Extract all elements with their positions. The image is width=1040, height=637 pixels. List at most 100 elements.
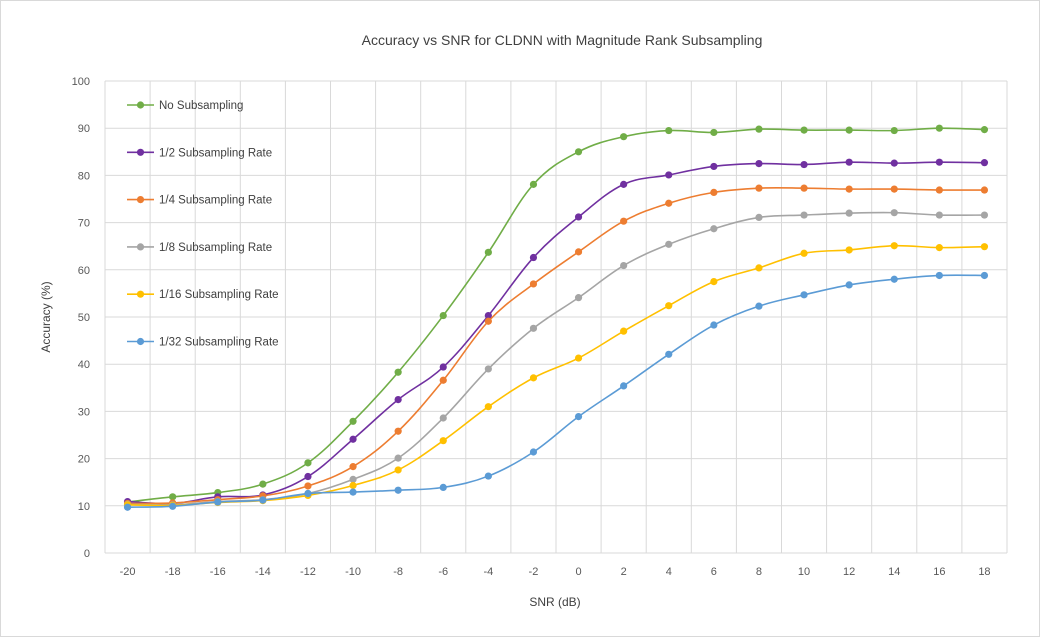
x-tick-label: -8	[393, 566, 403, 578]
data-point	[890, 126, 898, 135]
data-point	[394, 466, 402, 474]
data-point	[980, 243, 989, 251]
legend-item: 1/8 Subsampling Rate	[127, 242, 272, 254]
series-line	[127, 274, 985, 509]
series-line	[127, 127, 985, 503]
x-tick-label: 12	[843, 566, 855, 578]
data-point	[665, 126, 673, 135]
x-tick-label: 6	[711, 566, 717, 578]
data-point	[349, 435, 357, 443]
data-point	[890, 275, 898, 283]
data-point	[574, 213, 583, 221]
data-point	[935, 158, 943, 166]
data-point	[665, 171, 673, 179]
y-tick-label: 100	[72, 76, 90, 88]
data-point	[980, 126, 989, 134]
x-tick-label: 10	[798, 566, 810, 578]
y-tick-label: 70	[78, 218, 90, 230]
data-point	[620, 261, 628, 270]
data-point	[755, 184, 763, 192]
data-point	[349, 417, 357, 425]
data-point	[484, 317, 492, 325]
y-axis-tick-labels: 0 10 20 30 40 50 60 70 80 90 100	[72, 76, 90, 560]
data-point	[755, 213, 763, 222]
data-point	[845, 126, 853, 134]
data-point	[665, 302, 673, 310]
data-point	[710, 278, 718, 286]
y-tick-label: 30	[78, 406, 90, 418]
x-tick-label: -18	[165, 566, 181, 578]
legend-item: No Subsampling	[127, 100, 243, 112]
data-point	[349, 463, 357, 471]
data-point	[529, 253, 538, 262]
data-point	[620, 133, 628, 141]
y-tick-label: 60	[78, 265, 90, 277]
data-point	[123, 503, 132, 511]
data-point	[980, 271, 989, 280]
x-tick-label: -4	[483, 566, 493, 578]
x-tick-label: 4	[666, 566, 672, 578]
data-point	[935, 186, 943, 194]
y-tick-label: 80	[78, 170, 90, 182]
data-point	[620, 327, 628, 335]
data-point	[755, 264, 763, 272]
legend-label: 1/8 Subsampling Rate	[159, 242, 272, 254]
data-point	[169, 493, 177, 501]
gridlines	[104, 80, 1008, 554]
data-point	[439, 437, 447, 445]
data-point	[665, 240, 673, 248]
legend: No Subsampling 1/2 Subsampling Rate 1/4 Su…	[127, 100, 279, 349]
data-point	[484, 403, 492, 411]
x-tick-label: 16	[933, 566, 945, 578]
legend-marker	[136, 337, 145, 346]
y-tick-label: 20	[78, 454, 90, 466]
legend-label: 1/4 Subsampling Rate	[159, 195, 272, 207]
data-point	[845, 158, 853, 166]
x-tick-label: -10	[345, 566, 361, 578]
data-point	[529, 280, 538, 288]
x-tick-label: -16	[210, 566, 226, 578]
x-tick-label: 8	[756, 566, 762, 578]
legend-marker	[136, 101, 145, 109]
data-point	[935, 271, 943, 280]
data-point	[845, 209, 853, 217]
data-point	[169, 502, 177, 510]
chart-title: Accuracy vs SNR for CLDNN with Magnitude…	[362, 32, 763, 48]
data-point	[484, 311, 492, 320]
legend-marker	[136, 290, 145, 298]
series-6	[123, 271, 989, 511]
y-tick-label: 0	[84, 548, 90, 560]
data-point	[529, 374, 538, 382]
data-point	[620, 382, 628, 390]
data-point	[304, 482, 312, 490]
data-point	[304, 472, 312, 481]
data-point	[710, 188, 718, 196]
data-point	[529, 324, 538, 332]
data-point	[800, 249, 808, 257]
data-point	[439, 483, 447, 491]
data-point	[845, 281, 853, 289]
legend-label: 1/32 Subsampling Rate	[159, 337, 279, 349]
data-point	[935, 244, 943, 252]
x-axis-tick-labels: -20 -18 -16 -14 -12 -10 -8 -6 -4 -2 0 2 4 6 8 10 12 14 16 1…	[120, 566, 991, 578]
data-point	[935, 211, 943, 219]
y-tick-label: 40	[78, 359, 90, 371]
data-point	[394, 454, 402, 462]
y-tick-label: 10	[78, 501, 90, 513]
data-point	[349, 481, 357, 490]
y-tick-label: 50	[78, 312, 90, 324]
data-point	[574, 354, 583, 362]
data-point	[845, 185, 853, 193]
data-point	[394, 396, 402, 404]
y-axis-title: Accuracy (%)	[39, 281, 53, 352]
legend-item: 1/32 Subsampling Rate	[127, 337, 279, 349]
series-layer	[123, 124, 989, 511]
x-tick-label: -2	[529, 566, 539, 578]
data-point	[665, 199, 673, 207]
x-tick-label: -12	[300, 566, 316, 578]
data-point	[890, 185, 898, 193]
data-point	[845, 246, 853, 254]
data-point	[710, 321, 718, 329]
data-point	[529, 448, 538, 456]
